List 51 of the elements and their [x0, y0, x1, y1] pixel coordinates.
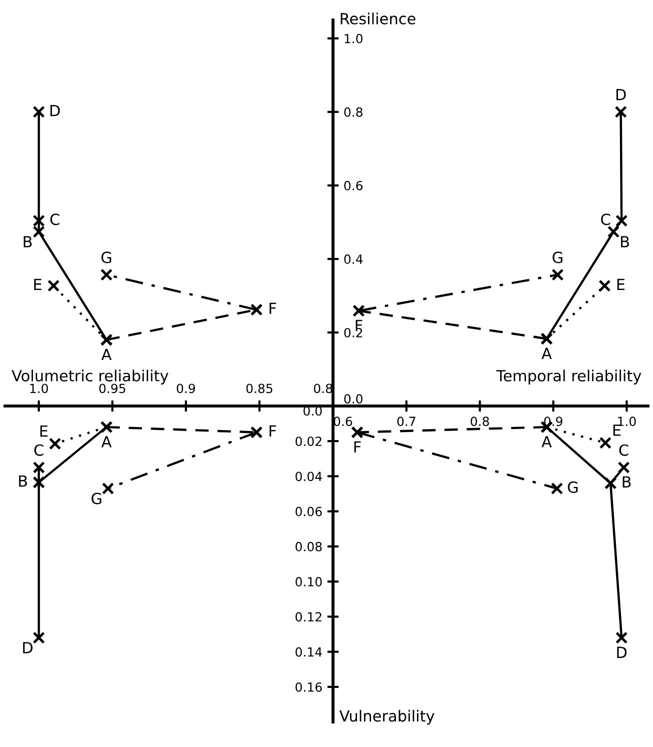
annotation: C	[34, 444, 44, 456]
annotation: C	[50, 214, 60, 226]
x-tick-label: 0.9	[176, 384, 195, 394]
annotation: E	[34, 278, 42, 290]
annotation: D	[617, 646, 627, 658]
annotation: C	[619, 444, 628, 456]
y-tick-label: 0.4	[344, 254, 363, 264]
annotation: G	[552, 252, 562, 264]
x-tick-label: 0.8	[470, 416, 489, 426]
x-tick-label: 0.7	[397, 416, 416, 426]
x-tick-label: 0.85	[246, 384, 272, 394]
y-tick-label: 0.12	[296, 612, 322, 622]
y-tick-label: 0.06	[296, 506, 322, 516]
x-axis-title: Volumetric reliability	[12, 370, 168, 384]
annotation: G	[568, 481, 578, 493]
annotation: F	[270, 302, 276, 314]
annotation: B	[622, 476, 631, 488]
y-tick-label: 0.14	[296, 647, 322, 657]
annotation: F	[354, 441, 361, 453]
annotation: A	[101, 348, 112, 360]
annotation: A	[542, 348, 552, 359]
y-axis-title: Vulnerability	[339, 710, 434, 725]
y-tick-label: 0.0	[344, 394, 362, 404]
annotation: A	[101, 436, 112, 448]
x-tick-label: 1.0	[30, 384, 48, 394]
annotation: E	[617, 278, 625, 290]
x-axis-title: Temporal reliability	[496, 370, 642, 384]
annotation: F	[270, 425, 276, 437]
annotation: G	[101, 252, 112, 264]
y-tick-label: 0.08	[296, 542, 322, 552]
y-tick-label: 1.0	[344, 34, 362, 44]
x-tick-label: 0.95	[99, 384, 126, 394]
annotation: D	[23, 642, 32, 654]
annotation: B	[621, 236, 629, 248]
y-tick-label: 0.04	[296, 472, 322, 482]
annotation: E	[613, 424, 621, 436]
annotation: C	[601, 214, 610, 226]
annotation: D	[616, 88, 626, 100]
annotation: B	[19, 475, 27, 487]
y-tick-label: 0.02	[296, 436, 322, 446]
annotation: D	[50, 104, 60, 116]
y-axis-title: Resilience	[340, 12, 416, 24]
y-tick-label: 0.8	[344, 107, 362, 117]
annotation: E	[40, 426, 48, 437]
y-tick-label: 0.6	[344, 180, 363, 190]
annotation: B	[24, 236, 32, 248]
y-tick-label: 0.16	[296, 682, 322, 692]
y-tick-label: 0.10	[296, 577, 322, 586]
x-tick-label: 1.0	[618, 416, 636, 426]
annotation: A	[542, 436, 552, 448]
annotation: G	[92, 492, 102, 504]
